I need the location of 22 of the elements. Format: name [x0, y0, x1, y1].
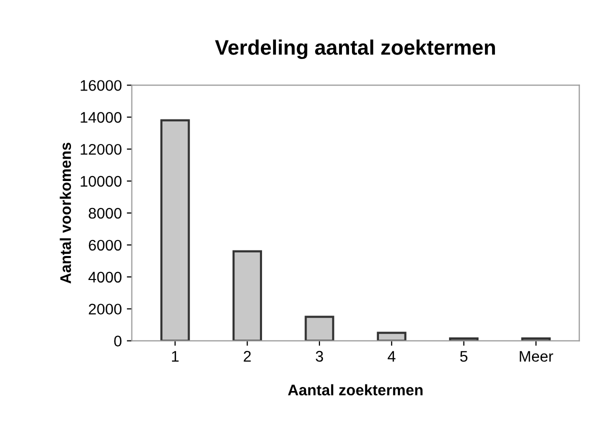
bar — [304, 316, 334, 341]
bar — [376, 332, 406, 341]
y-tick-label: 2000 — [88, 304, 122, 315]
x-tick-label: 3 — [316, 350, 324, 362]
bar — [232, 250, 262, 341]
x-tick-label: 4 — [388, 351, 396, 362]
bar — [160, 119, 190, 341]
y-tick-label: 8000 — [88, 208, 122, 219]
y-tick-label: 12000 — [80, 144, 122, 155]
y-tick-label: 6000 — [88, 240, 122, 251]
x-tick-label: 2 — [244, 350, 251, 362]
x-tick-label: 1 — [172, 351, 179, 362]
y-tick-label: 4000 — [88, 272, 122, 283]
y-tick-label: 16000 — [80, 80, 122, 91]
y-tick-label: 0 — [114, 336, 122, 346]
y-tick-label: 10000 — [80, 176, 122, 187]
y-tick-label: 14000 — [80, 112, 122, 123]
x-tick-label: 5 — [460, 351, 468, 362]
x-axis-title: Aantal zoektermen — [288, 384, 423, 396]
chart-title: Verdeling aantal zoektermen — [215, 40, 495, 60]
x-tick-label: Meer — [520, 351, 554, 362]
y-axis-title: Aantal voorkomens — [60, 142, 72, 284]
